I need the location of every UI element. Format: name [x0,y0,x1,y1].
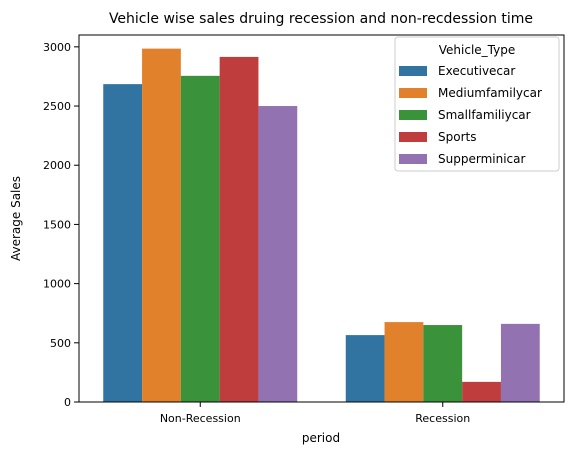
legend-swatch-sports [399,132,427,142]
x-axis: Non-Recession Recession [160,402,470,425]
bar-sports-non-recession [219,56,259,402]
legend-swatch-supperminicar [399,154,427,164]
bar-smallfamiliycar-non-recession [180,75,220,402]
legend-label-supperminicar: Supperminicar [438,152,525,166]
bar-smallfamiliycar-recession [423,325,463,402]
legend-swatch-mediumfamilycar [399,88,427,98]
legend-swatch-executivecar [399,66,427,76]
bars-group [103,48,540,403]
y-tick-label: 2000 [43,159,71,172]
plot-frame [78,34,565,403]
bar-sports-recession [462,381,501,402]
legend-title: Vehicle_Type [439,43,515,57]
x-axis-label: period [302,431,340,445]
y-tick-label: 1000 [43,278,71,291]
y-tick-label: 2500 [43,100,71,113]
y-tick-label: 1500 [43,218,71,231]
chart-title: Vehicle wise sales druing recession and … [109,11,533,27]
legend-swatch-smallfamiliycar [399,110,427,120]
y-tick-label: 500 [50,337,71,350]
bar-executivecar-recession [345,335,385,402]
bar-supperminicar-recession [500,323,540,402]
y-axis: 0 500 1000 1500 2000 2500 3000 [43,41,79,409]
y-tick-label: 0 [64,396,71,409]
y-tick-label: 3000 [43,41,71,54]
legend-label-executivecar: Executivecar [438,64,515,78]
bar-mediumfamilycar-non-recession [142,48,181,403]
x-tick-label: Recession [415,412,470,425]
bar-mediumfamilycar-recession [384,322,424,402]
x-tick-label: Non-Recession [160,412,241,425]
bar-executivecar-non-recession [103,84,143,402]
bar-supperminicar-non-recession [258,106,298,402]
legend-label-mediumfamilycar: Mediumfamilycar [438,86,542,100]
legend-label-smallfamiliycar: Smallfamiliycar [438,108,531,122]
legend-label-sports: Sports [438,130,476,144]
legend-frame [394,36,560,172]
y-axis-label: Average Sales [9,176,23,261]
legend: Vehicle_Type Executivecar Mediumfamilycar… [394,36,560,172]
